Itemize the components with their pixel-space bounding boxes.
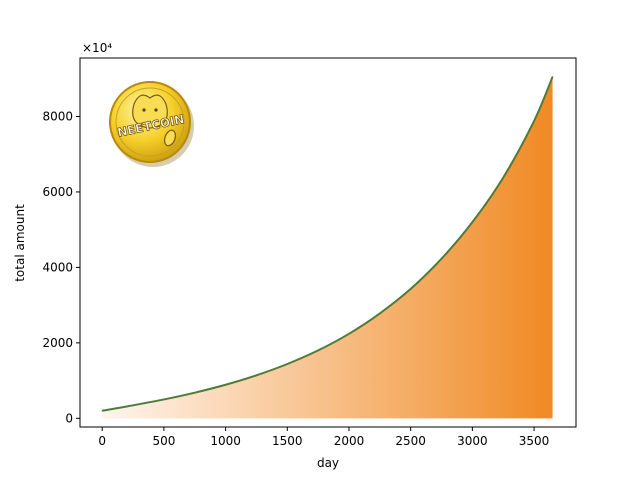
- x-tick-label: 2500: [395, 434, 426, 448]
- data-point: [194, 392, 196, 394]
- x-tick-label: 3000: [457, 434, 488, 448]
- y-axis-label: total amount: [13, 204, 27, 282]
- y-tick-label: 8000: [42, 109, 73, 123]
- y-tick-label: 6000: [42, 185, 73, 199]
- plot-area: [101, 76, 554, 419]
- plot-border: [79, 57, 577, 428]
- data-point: [255, 374, 258, 376]
- data-point: [502, 177, 504, 179]
- data-point: [132, 404, 134, 406]
- data-point: [286, 363, 288, 365]
- data-point: [224, 384, 227, 386]
- data-point: [410, 288, 412, 290]
- data-point: [551, 76, 554, 78]
- x-tick-label: 2000: [334, 434, 365, 448]
- data-point: [471, 221, 473, 223]
- data-point: [317, 349, 319, 352]
- data-point: [379, 312, 381, 315]
- data-point: [440, 258, 443, 260]
- y-axis: 0 2000 4000 6000 8000: [42, 109, 80, 425]
- neetcoin-logo: NEETCOIN: [109, 81, 194, 167]
- data-point: [163, 398, 165, 401]
- y-tick-label: 2000: [42, 336, 73, 350]
- offset-text: ×10⁴: [82, 41, 112, 55]
- data-point: [101, 410, 103, 412]
- y-tick-label: 0: [65, 411, 73, 425]
- x-tick-label: 3500: [519, 434, 550, 448]
- x-axis: 0 500 1000 1500 2000 2500 3000 3500: [98, 427, 549, 448]
- data-point: [348, 333, 350, 335]
- x-tick-label: 500: [152, 434, 175, 448]
- y-tick-label: 4000: [42, 260, 73, 274]
- x-tick-label: 1500: [272, 434, 303, 448]
- x-axis-label: day: [317, 456, 339, 470]
- data-point: [533, 120, 535, 122]
- x-tick-label: 1000: [210, 434, 241, 448]
- series-line: [102, 76, 554, 412]
- area-fill: [102, 76, 553, 419]
- x-tick-label: 0: [98, 434, 106, 448]
